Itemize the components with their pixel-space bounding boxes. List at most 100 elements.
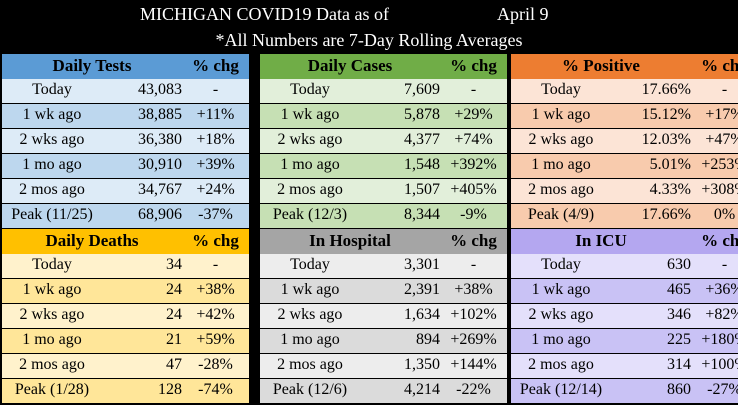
pct-change-header: % chg [192,231,239,250]
row-value: 4.33% [649,181,691,198]
row-pct-change: +24% [196,181,235,198]
table-row: Today 3,301 - [260,254,507,278]
row-pct-change: +17% [705,106,738,123]
row-label: Peak (12/3) [272,206,348,223]
row-pct-change: - [470,256,477,273]
panel-positive: % Positive % chg Today 17.66% - 1 wk ago 15.12… [511,54,738,229]
row-pct-change: +180% [701,331,738,348]
report-date: April 9 [497,4,549,24]
row-label: 1 wk ago [22,106,82,123]
table-row: 1 wk ago 38,885 +11% [2,104,249,128]
table-row: 2 mos ago 314 +100% [511,354,738,378]
panel-daily-deaths: Daily Deaths % chg Today 34 - 1 wk ago 24 +38% 2… [2,229,249,404]
row-label: 1 wk ago [280,106,340,123]
row-label: 1 wk ago [280,281,340,298]
table-row: 2 mos ago 1,507 +405% [260,179,507,203]
row-value: 5,878 [404,106,440,123]
row-pct-change: +308% [701,181,738,198]
table-row: Peak (12/6) 4,214 -22% [260,379,507,403]
row-value: 15.12% [641,106,691,123]
table-row: 2 mos ago 34,767 +24% [2,179,249,203]
panel-header: In ICU % chg [511,229,738,254]
row-value: 3,301 [404,256,440,273]
row-value: 30,910 [138,156,182,173]
row-value: 225 [667,331,691,348]
table-row: 2 wks ago 346 +82% [511,304,738,328]
table-row: 1 mo ago 5.01% +253% [511,154,738,178]
row-value: 1,548 [404,156,440,173]
row-pct-change: - [212,81,219,98]
table-row: 1 mo ago 1,548 +392% [260,154,507,178]
row-pct-change: -9% [460,206,487,223]
row-pct-change: +59% [196,331,235,348]
row-value: 34 [166,256,182,273]
row-value: 24 [166,281,182,298]
row-label: 1 wk ago [22,281,82,298]
panel-header: In Hospital % chg [260,229,507,254]
panel-title: In ICU [575,231,627,250]
row-label: 2 wks ago [277,131,343,148]
row-label: 1 mo ago [22,331,82,348]
table-row: Peak (11/25) 68,906 -37% [2,204,249,228]
row-pct-change: 0% [713,206,736,223]
row-value: 47 [166,356,182,373]
row-label: 2 mos ago [19,181,85,198]
report-header: MICHIGAN COVID19 Data as of April 9 *All… [0,0,738,54]
row-label: Today [541,81,581,98]
report-title: MICHIGAN COVID19 Data as of [140,4,389,24]
row-pct-change: +74% [454,131,493,148]
row-label: 1 mo ago [280,331,340,348]
row-value: 17.66% [641,81,691,98]
row-value: 346 [667,306,691,323]
row-label: 1 mo ago [531,156,591,173]
row-pct-change: +38% [454,281,493,298]
row-label: Peak (12/6) [272,381,348,398]
table-row: 1 wk ago 465 +36% [511,279,738,303]
report-subtitle: *All Numbers are 7-Day Rolling Averages [215,30,523,50]
row-pct-change: -28% [198,356,233,373]
row-pct-change: - [721,256,728,273]
row-pct-change: +102% [450,306,497,323]
row-label: Peak (11/25) [11,206,93,223]
panel-title: % Positive [562,56,640,75]
table-row: Today 630 - [511,254,738,278]
table-row: 1 mo ago 30,910 +39% [2,154,249,178]
panel-title: Daily Cases [307,56,393,75]
row-pct-change: +392% [450,156,497,173]
row-pct-change: +11% [196,106,235,123]
title-line: MICHIGAN COVID19 Data as of April 9 [0,4,738,28]
table-row: Peak (12/14) 860 -27% [511,379,738,403]
row-pct-change: +82% [705,306,738,323]
row-pct-change: +38% [196,281,235,298]
row-pct-change: +100% [701,356,738,373]
table-row: 1 mo ago 894 +269% [260,329,507,353]
row-pct-change: +253% [701,156,738,173]
panel-header: % Positive % chg [511,54,738,79]
row-label: Today [290,81,330,98]
row-value: 465 [667,281,691,298]
panel-in-icu: In ICU % chg Today 630 - 1 wk ago 465 +36% 2 wks… [511,229,738,404]
row-label: 1 wk ago [531,106,591,123]
row-label: Peak (12/14) [519,381,603,398]
row-value: 314 [667,356,691,373]
row-value: 36,380 [138,131,182,148]
table-row: 1 wk ago 2,391 +38% [260,279,507,303]
row-pct-change: -27% [707,381,738,398]
row-pct-change: - [470,81,477,98]
row-label: 2 mos ago [528,181,594,198]
table-row: Today 7,609 - [260,79,507,103]
panel-header: Daily Deaths % chg [2,229,249,254]
table-row: 2 wks ago 24 +42% [2,304,249,328]
row-value: 68,906 [138,206,182,223]
row-pct-change: +29% [454,106,493,123]
panel-daily-tests: Daily Tests % chg Today 43,083 - 1 wk ago 38,8… [2,54,249,229]
row-pct-change: +405% [450,181,497,198]
row-value: 128 [158,381,182,398]
row-label: Peak (1/28) [14,381,90,398]
row-value: 34,767 [138,181,182,198]
row-value: 860 [667,381,691,398]
row-value: 1,634 [404,306,440,323]
row-label: 2 wks ago [528,131,594,148]
row-label: 2 wks ago [19,306,85,323]
row-pct-change: +42% [196,306,235,323]
